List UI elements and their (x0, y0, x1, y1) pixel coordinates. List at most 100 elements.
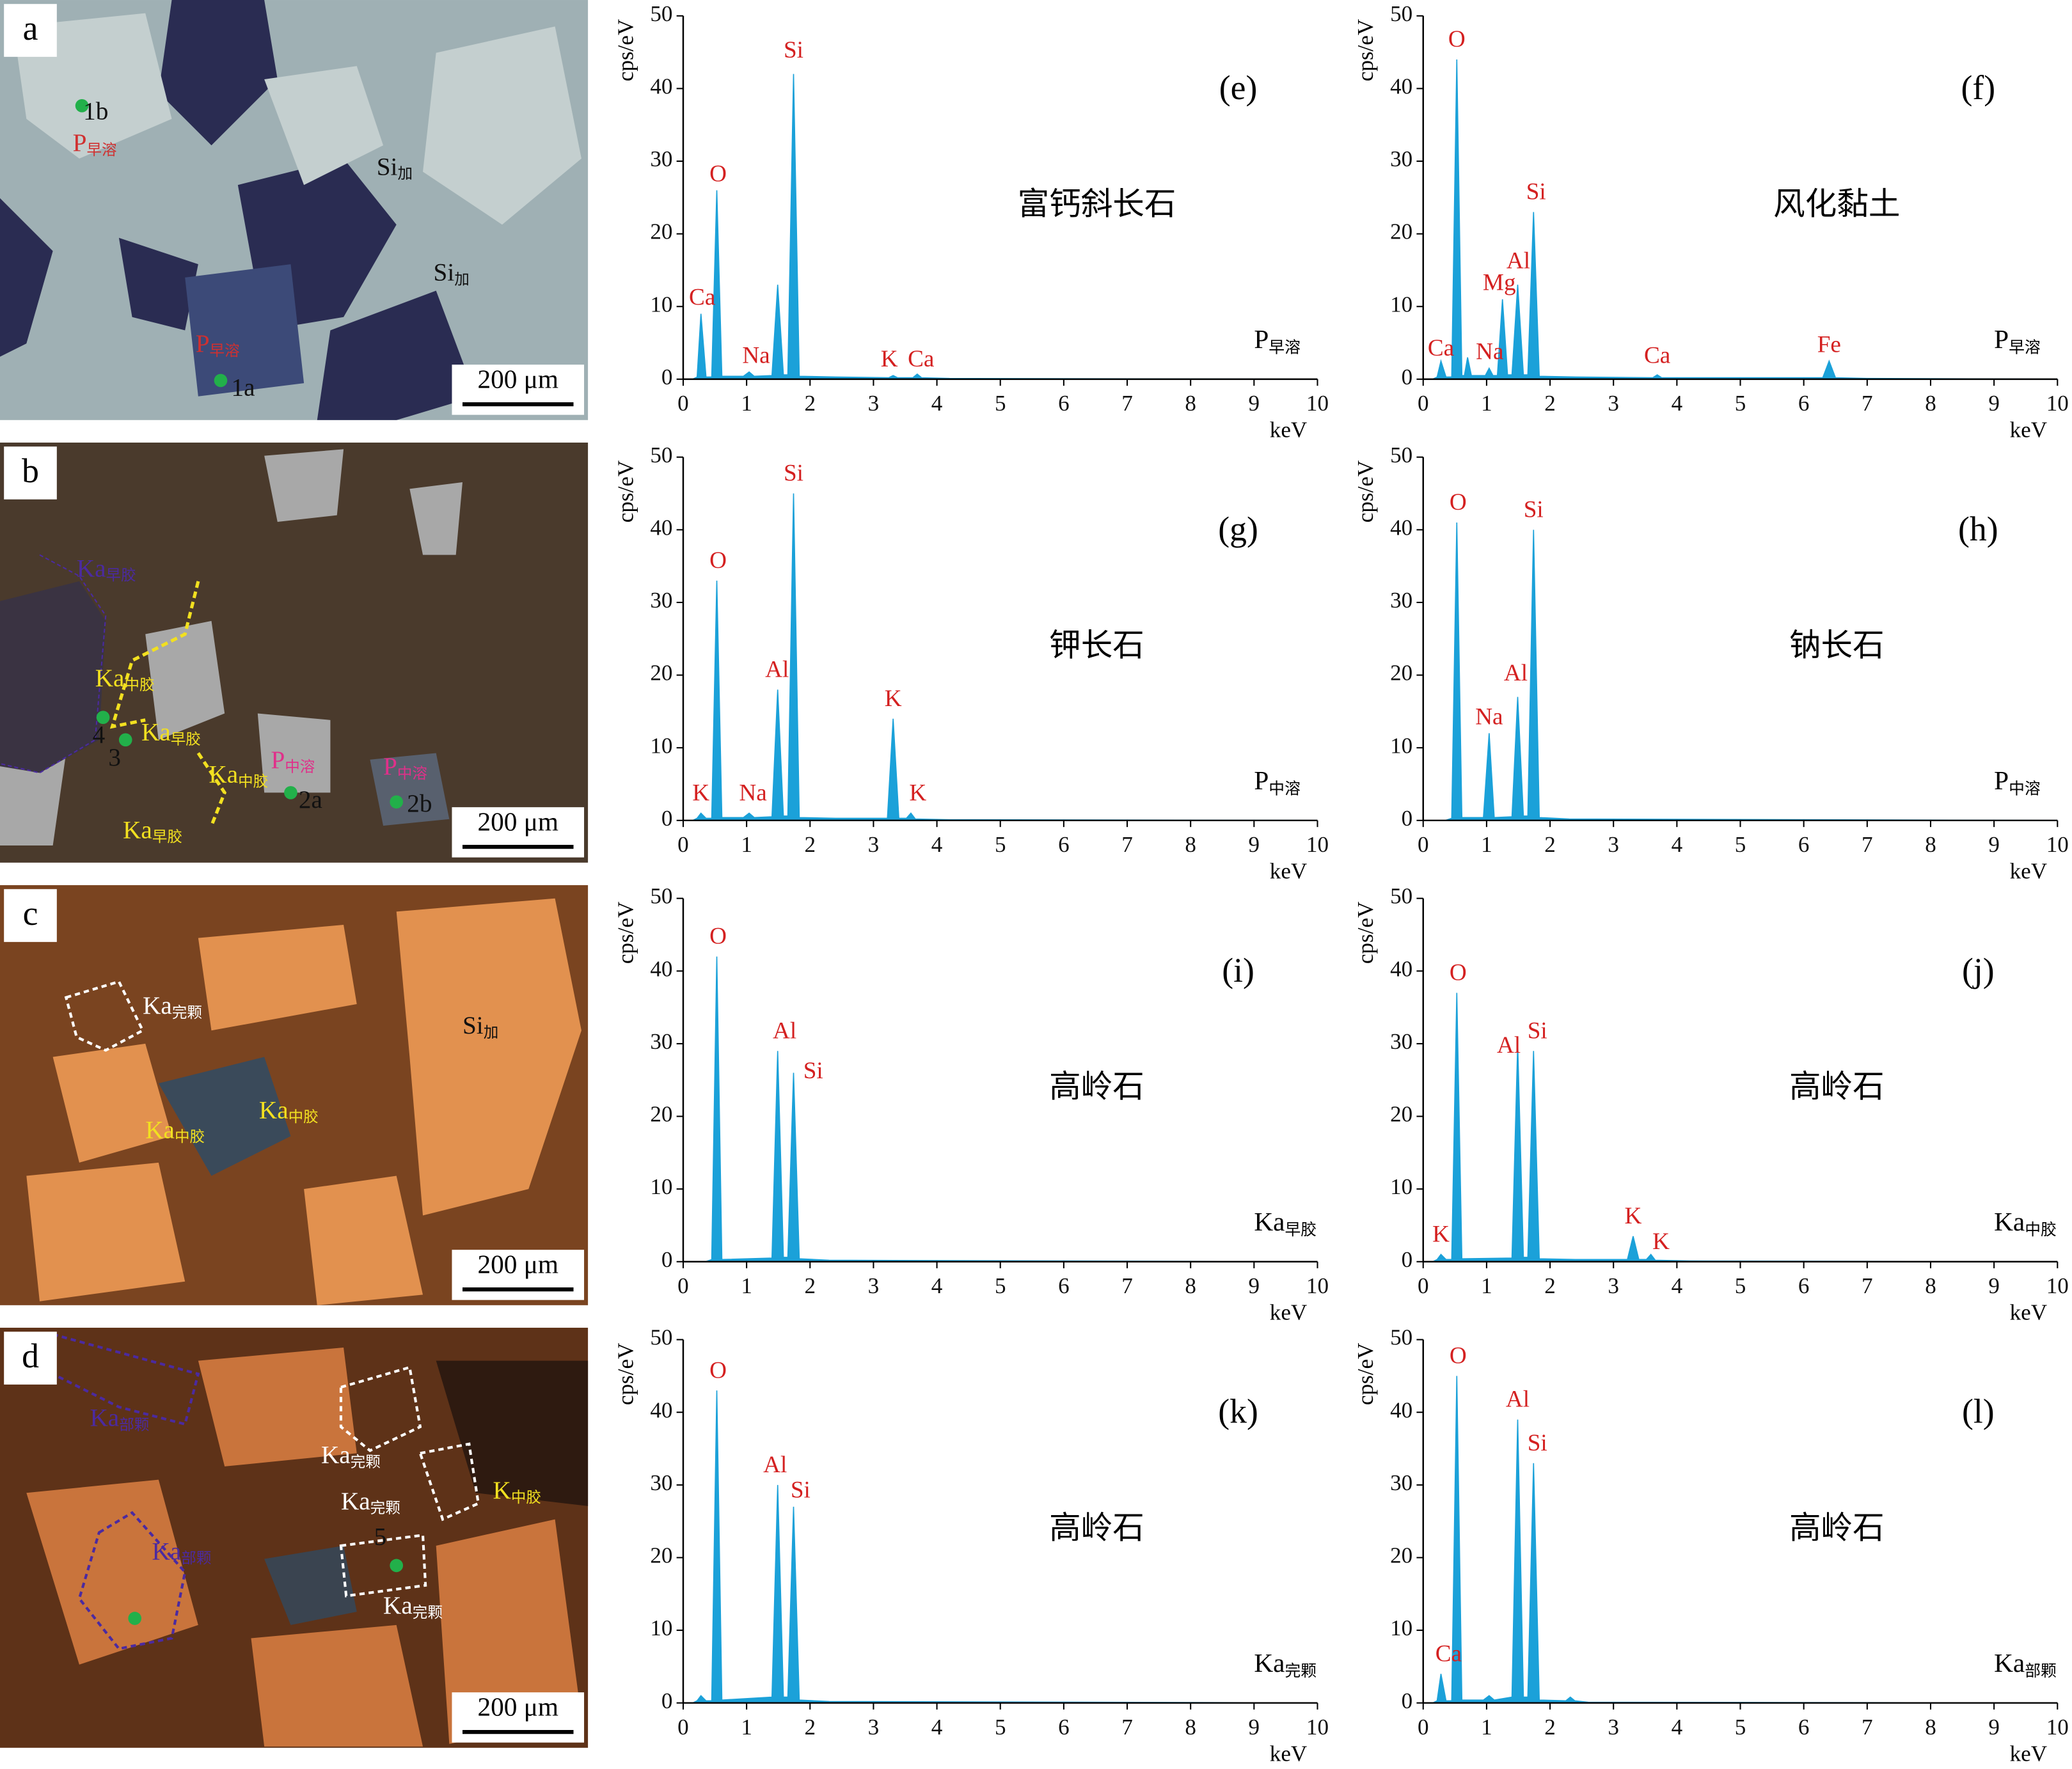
peak-label: Si (784, 37, 803, 63)
peak-label: Na (1475, 704, 1503, 730)
outline (52, 1333, 200, 1651)
outline (0, 554, 107, 774)
sample-point (118, 733, 132, 747)
micrograph-label: 1a (231, 373, 255, 401)
peak-label: Si (1526, 179, 1546, 205)
y-tick-label: 40 (650, 515, 672, 540)
peak-label: O (709, 1357, 727, 1383)
y-tick-label: 30 (650, 1029, 672, 1054)
y-tick-label: 10 (1390, 1616, 1412, 1640)
micrograph-b-image (0, 443, 589, 863)
sample-label: Ka完颗 (1254, 1648, 1317, 1680)
x-tick-label: 9 (1988, 1715, 2000, 1740)
mineral-name: 钾长石 (1049, 628, 1144, 663)
y-tick-label: 40 (1390, 515, 1412, 540)
x-tick-label: 1 (741, 832, 752, 857)
micrograph-label: Ka部颗 (152, 1537, 212, 1567)
micrograph-label: K中胶 (493, 1477, 541, 1506)
y-tick-label: 20 (650, 1102, 672, 1127)
sample-label: P早溶 (1254, 325, 1301, 357)
scale-box (452, 365, 585, 415)
micrograph-label-sub: 中胶 (238, 773, 268, 790)
peak-label: Si (1528, 1430, 1547, 1456)
x-tick-label: 3 (1608, 391, 1619, 416)
peak-label: O (1450, 1343, 1467, 1369)
x-tick-label: 4 (931, 832, 943, 857)
y-tick-label: 20 (650, 661, 672, 686)
mineral-name: 高岭石 (1049, 1069, 1144, 1105)
micrograph-label: Ka早胶 (77, 554, 136, 584)
micrograph-label: Si加 (434, 259, 470, 288)
sample-label-main: P (1254, 325, 1269, 354)
letter-box (4, 1332, 57, 1385)
x-tick-label: 0 (1418, 1715, 1429, 1740)
y-tick-label: 0 (661, 806, 673, 831)
peak-label: Al (1507, 248, 1530, 274)
peak-label: K (909, 780, 926, 806)
y-tick-label: 0 (1402, 1247, 1413, 1272)
x-tick-label: 3 (868, 832, 880, 857)
sample-label-sub: 中溶 (2009, 780, 2041, 798)
x-axis-label: keV (2010, 418, 2048, 443)
y-tick-label: 0 (661, 1247, 673, 1272)
spectrum (1432, 993, 2058, 1262)
x-tick-label: 8 (1925, 1715, 1936, 1740)
scale-label: 200 μm (477, 806, 558, 836)
y-tick-label: 20 (1390, 219, 1412, 244)
y-tick-label: 20 (650, 1543, 672, 1568)
peak-label: Al (763, 1452, 787, 1478)
scale-box (452, 1250, 585, 1300)
peak-label: Fe (1817, 331, 1841, 358)
letter-box (4, 4, 57, 57)
panel-label: (i) (1222, 951, 1254, 989)
peak-label: Ca (1435, 1640, 1462, 1667)
micrograph-label-main: Ka (209, 761, 238, 789)
peak-label: K (881, 346, 898, 372)
y-tick-label: 50 (1390, 1, 1412, 26)
y-tick-label: 30 (1390, 588, 1412, 613)
x-tick-label: 0 (1418, 391, 1429, 416)
y-axis-label: cps/eV (613, 902, 638, 964)
mineral-name: 高岭石 (1789, 1069, 1885, 1105)
x-tick-label: 6 (1058, 832, 1070, 857)
sample-label-sub: 中胶 (2025, 1221, 2057, 1239)
y-tick-label: 0 (1402, 806, 1413, 831)
micrograph-label-sub: 中胶 (175, 1129, 205, 1146)
panel-letter: b (22, 452, 39, 490)
peak-label: Ca (908, 346, 934, 372)
micrograph-label-main: 3 (108, 744, 121, 771)
y-axis-label: cps/eV (1353, 460, 1378, 523)
micrograph-label-sub: 早胶 (106, 567, 136, 585)
micrograph-label-sub: 加 (397, 166, 413, 183)
x-tick-label: 4 (1672, 1273, 1683, 1298)
micrograph-label-sub: 部颗 (181, 1550, 211, 1567)
x-tick-label: 0 (677, 1273, 689, 1298)
outline (339, 1365, 480, 1598)
y-axis-label: cps/eV (613, 1343, 638, 1406)
sample-label-main: Ka (1994, 1207, 2025, 1236)
micrograph-label-main: Si (377, 153, 398, 180)
y-tick-label: 40 (650, 1397, 672, 1422)
y-axis-label: cps/eV (613, 460, 638, 523)
micrograph-label-main: 5 (374, 1523, 387, 1551)
micrograph-label: P中溶 (383, 753, 427, 782)
x-tick-label: 3 (1608, 832, 1619, 857)
micrograph-label: Ka完颗 (143, 992, 202, 1021)
peak-label: Al (765, 656, 789, 682)
micrograph-label: Ka完颗 (383, 1592, 443, 1621)
micrograph-label-main: P (196, 330, 210, 358)
micrograph-label-main: Ka (95, 664, 125, 692)
x-tick-label: 9 (1249, 391, 1260, 416)
sample-label-sub: 早溶 (1269, 338, 1301, 356)
scale-box (452, 1692, 585, 1743)
x-tick-label: 5 (1735, 1273, 1746, 1298)
peak-label: Ca (689, 284, 715, 310)
micrograph-label-main: Ka (77, 554, 106, 582)
x-tick-label: 0 (1418, 1273, 1429, 1298)
x-tick-label: 6 (1798, 1715, 1810, 1740)
sample-label-sub: 完颗 (1285, 1662, 1317, 1680)
x-tick-label: 1 (741, 1715, 752, 1740)
x-tick-label: 2 (804, 1715, 816, 1740)
x-tick-label: 2 (1544, 832, 1556, 857)
mineral-name: 富钙斜长石 (1018, 187, 1176, 222)
